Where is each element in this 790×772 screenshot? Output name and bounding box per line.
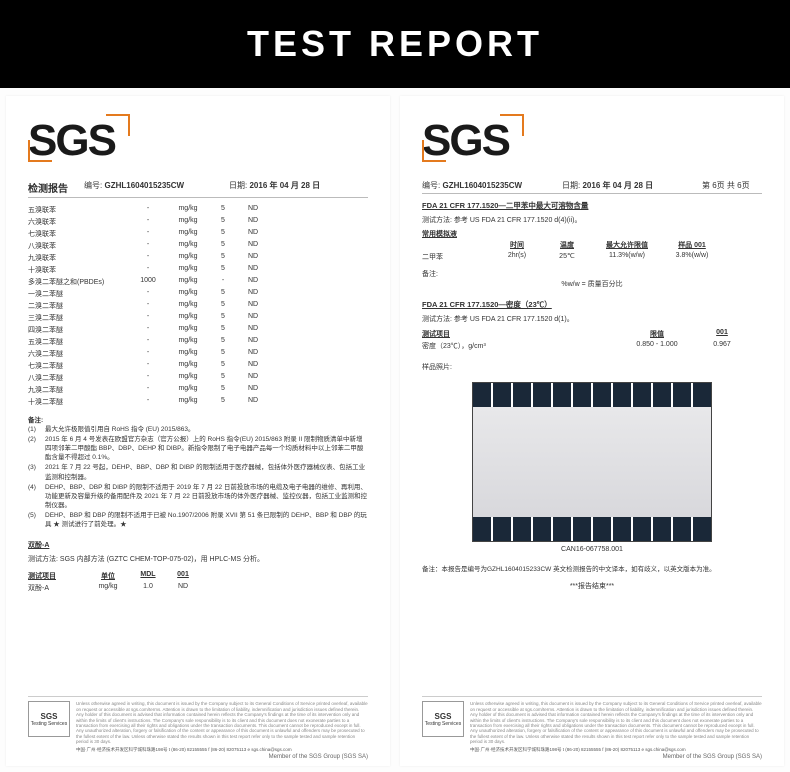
report-date-label: 日期: <box>562 181 580 190</box>
table-row: 七溴二苯醚-mg/kg5ND <box>28 360 368 372</box>
table-row: 九溴联苯-mg/kg5ND <box>28 252 368 264</box>
page-footer: SGS Testing Services Unless otherwise ag… <box>28 690 368 760</box>
table-row: 九溴二苯醚-mg/kg5ND <box>28 384 368 396</box>
remark-item: (5)DEHP、BBP 和 DBP 的限制不适用于已被 No.1907/2006… <box>28 511 368 529</box>
table-row: 一溴二苯醚-mg/kg5ND <box>28 288 368 300</box>
table-row: 四溴二苯醚-mg/kg5ND <box>28 324 368 336</box>
table-row: 八溴二苯醚-mg/kg5ND <box>28 372 368 384</box>
sec2-method: 测试方法: 参考 US FDA 21 CFR 177.1520 d(1)。 <box>422 314 762 324</box>
sec1-note: 备注: %w/w = 质量百分比 <box>422 269 762 289</box>
table-row: 六溴二苯醚-mg/kg5ND <box>28 348 368 360</box>
bpa-table: 测试项目 单位 MDL 001 双酚-A mg/kg 1.0 ND <box>28 570 368 594</box>
report-page-1: SGS 检测报告 编号: GZHL1604015235CW 日期: 2016 年… <box>6 96 390 766</box>
report-no-label: 编号: <box>84 181 102 190</box>
remark-item: (1)最大允许极限值引用自 RoHS 指令 (EU) 2015/863。 <box>28 425 368 434</box>
remark-item: (4)DEHP、BBP、DBP 和 DIBP 的限制不适用于 2019 年 7 … <box>28 483 368 510</box>
report-date: 2016 年 04 月 28 日 <box>249 181 320 190</box>
sec1-temp: 25℃ <box>542 252 592 262</box>
footer-member: Member of the SGS Group (SGS SA) <box>28 754 368 760</box>
page-number: 第 6页 共 6页 <box>702 180 762 191</box>
translation-note: 备注：本报告是编号为GZHL1604015233CW 英文检测报告的中文译本，如… <box>422 563 762 573</box>
footer-member: Member of the SGS Group (SGS SA) <box>422 754 762 760</box>
sec2-table: 测试项目 限值 001 密度（23℃），g/cm³ 0.850 - 1.000 … <box>422 328 762 352</box>
sec1-table: 常用模拟液 时间 温度 最大允许限值 样品 001 二甲苯 2hr(s) 25℃… <box>422 229 762 263</box>
table-row: 五溴联苯-mg/kg5ND <box>28 204 368 216</box>
footer-disclaimer: Unless otherwise agreed in writing, this… <box>470 701 762 752</box>
sec2-item: 密度（23℃），g/cm³ <box>422 341 522 351</box>
report-no-label: 编号: <box>422 181 440 190</box>
bpa-method: 测试方法: SGS 内部方法 (GZTC CHEM-TOP-075-02)，用 … <box>28 554 368 564</box>
header-title: TEST REPORT <box>247 23 543 65</box>
report-title: 检测报告 <box>28 180 78 195</box>
table-row: 五溴二苯醚-mg/kg5ND <box>28 336 368 348</box>
bpa-title: 双酚-A <box>28 540 49 550</box>
sec1-method: 测试方法: 参考 US FDA 21 CFR 177.1520 d(4)(ii)… <box>422 215 762 225</box>
sec1-result: 3.8%(w/w) <box>662 252 722 262</box>
table-row: 十溴联苯-mg/kg5ND <box>28 264 368 276</box>
report-meta-row: 检测报告 编号: GZHL1604015235CW 日期: 2016 年 04 … <box>28 180 368 198</box>
sample-photo <box>472 382 712 542</box>
report-date: 2016 年 04 月 28 日 <box>582 181 653 190</box>
table-row: 六溴联苯-mg/kg5ND <box>28 216 368 228</box>
bpa-item: 双酚-A <box>28 583 88 593</box>
report-no: GZHL1604015235CW <box>442 181 522 190</box>
remarks-label: 备注: <box>28 416 368 425</box>
footer-sgs-logo: SGS Testing Services <box>28 701 70 737</box>
sec1-time: 2hr(s) <box>492 252 542 262</box>
footer-sgs-logo: SGS Testing Services <box>422 701 464 737</box>
table-row: 多溴二苯醚之和(PBDEs)1000mg/kg-ND <box>28 276 368 288</box>
remarks-section: 备注: (1)最大允许极限值引用自 RoHS 指令 (EU) 2015/863。… <box>28 416 368 530</box>
bpa-result: ND <box>168 583 198 593</box>
sec2-result: 0.967 <box>692 341 752 351</box>
page-footer: SGS Testing Services Unless otherwise ag… <box>422 690 762 760</box>
sec1-title: FDA 21 CFR 177.1520—二甲苯中最大可溶物含量 <box>422 200 762 211</box>
substance-table: 五溴联苯-mg/kg5ND六溴联苯-mg/kg5ND七溴联苯-mg/kg5ND八… <box>28 204 368 408</box>
bpa-mdl: 1.0 <box>128 583 168 593</box>
sgs-logo: SGS <box>422 114 542 174</box>
table-row: 七溴联苯-mg/kg5ND <box>28 228 368 240</box>
photo-caption: CAN16-067758.001 <box>422 546 762 553</box>
bpa-unit: mg/kg <box>88 583 128 593</box>
table-row: 三溴二苯醚-mg/kg5ND <box>28 312 368 324</box>
bpa-header: 双酚-A <box>28 540 368 550</box>
report-date-label: 日期: <box>229 181 247 190</box>
table-row: 十溴二苯醚-mg/kg5ND <box>28 396 368 408</box>
report-page-2: SGS 编号: GZHL1604015235CW 日期: 2016 年 04 月… <box>400 96 784 766</box>
sec2-limit: 0.850 - 1.000 <box>622 341 692 351</box>
sec2-title: FDA 21 CFR 177.1520—密度（23℃） <box>422 299 762 310</box>
sec1-limit: 11.3%(w/w) <box>592 252 662 262</box>
report-meta-row: 编号: GZHL1604015235CW 日期: 2016 年 04 月 28 … <box>422 180 762 194</box>
table-row: 二溴二苯醚-mg/kg5ND <box>28 300 368 312</box>
sgs-logo: SGS <box>28 114 148 174</box>
footer-disclaimer: Unless otherwise agreed in writing, this… <box>76 701 368 752</box>
pages-container: SGS 检测报告 编号: GZHL1604015235CW 日期: 2016 年… <box>0 88 790 766</box>
report-end: ***报告结束*** <box>422 581 762 591</box>
remark-item: (2)2015 年 6 月 4 号发表在欧盟官方杂志（官方公报）上的 RoHS … <box>28 435 368 462</box>
photo-label: 样品照片: <box>422 362 762 372</box>
report-no: GZHL1604015235CW <box>104 181 184 190</box>
remark-item: (3)2021 年 7 月 22 号起，DEHP、BBP、DBP 和 DIBP … <box>28 463 368 481</box>
table-row: 八溴联苯-mg/kg5ND <box>28 240 368 252</box>
sec1-item: 二甲苯 <box>422 252 492 262</box>
report-header: TEST REPORT <box>0 0 790 88</box>
